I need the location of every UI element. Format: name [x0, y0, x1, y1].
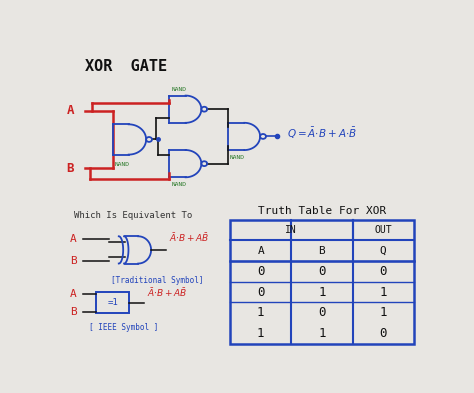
Text: 1: 1 — [257, 306, 264, 319]
Text: 0: 0 — [318, 306, 326, 319]
Text: B: B — [70, 255, 77, 266]
Text: B: B — [66, 162, 74, 175]
Text: $Q = \bar{A}{\cdot}B + A{\cdot}\bar{B}$: $Q = \bar{A}{\cdot}B + A{\cdot}\bar{B}$ — [287, 126, 357, 141]
Text: 0: 0 — [318, 265, 326, 278]
Text: =1: =1 — [107, 298, 118, 307]
Text: 1: 1 — [257, 327, 264, 340]
Text: NAND: NAND — [171, 87, 186, 92]
Text: 1: 1 — [379, 306, 387, 319]
Text: $\bar{A}{\cdot}B+A\bar{B}$: $\bar{A}{\cdot}B+A\bar{B}$ — [147, 286, 188, 299]
Text: [Traditional Symbol]: [Traditional Symbol] — [110, 275, 203, 285]
Text: NAND: NAND — [171, 182, 186, 187]
Text: XOR  GATE: XOR GATE — [85, 59, 167, 74]
Text: NAND: NAND — [114, 162, 129, 167]
Text: 0: 0 — [379, 265, 387, 278]
Text: A: A — [70, 234, 77, 244]
Text: Truth Table For XOR: Truth Table For XOR — [258, 206, 386, 216]
Text: 0: 0 — [257, 265, 264, 278]
Text: 1: 1 — [379, 286, 387, 299]
Text: 0: 0 — [379, 327, 387, 340]
Text: 0: 0 — [257, 286, 264, 299]
Text: A: A — [70, 289, 77, 299]
Text: Which Is Equivalent To: Which Is Equivalent To — [74, 211, 192, 220]
Text: A: A — [257, 246, 264, 256]
Text: $\bar{A}{\cdot}B+A\bar{B}$: $\bar{A}{\cdot}B+A\bar{B}$ — [169, 231, 210, 244]
Text: Q: Q — [380, 246, 386, 256]
Text: B: B — [70, 307, 77, 317]
Text: B: B — [319, 246, 325, 256]
Text: [ IEEE Symbol ]: [ IEEE Symbol ] — [89, 323, 158, 332]
Text: 1: 1 — [318, 327, 326, 340]
Text: 1: 1 — [318, 286, 326, 299]
Text: OUT: OUT — [374, 225, 392, 235]
Text: IN: IN — [285, 225, 297, 235]
Text: A: A — [66, 104, 74, 117]
Text: NAND: NAND — [230, 155, 245, 160]
